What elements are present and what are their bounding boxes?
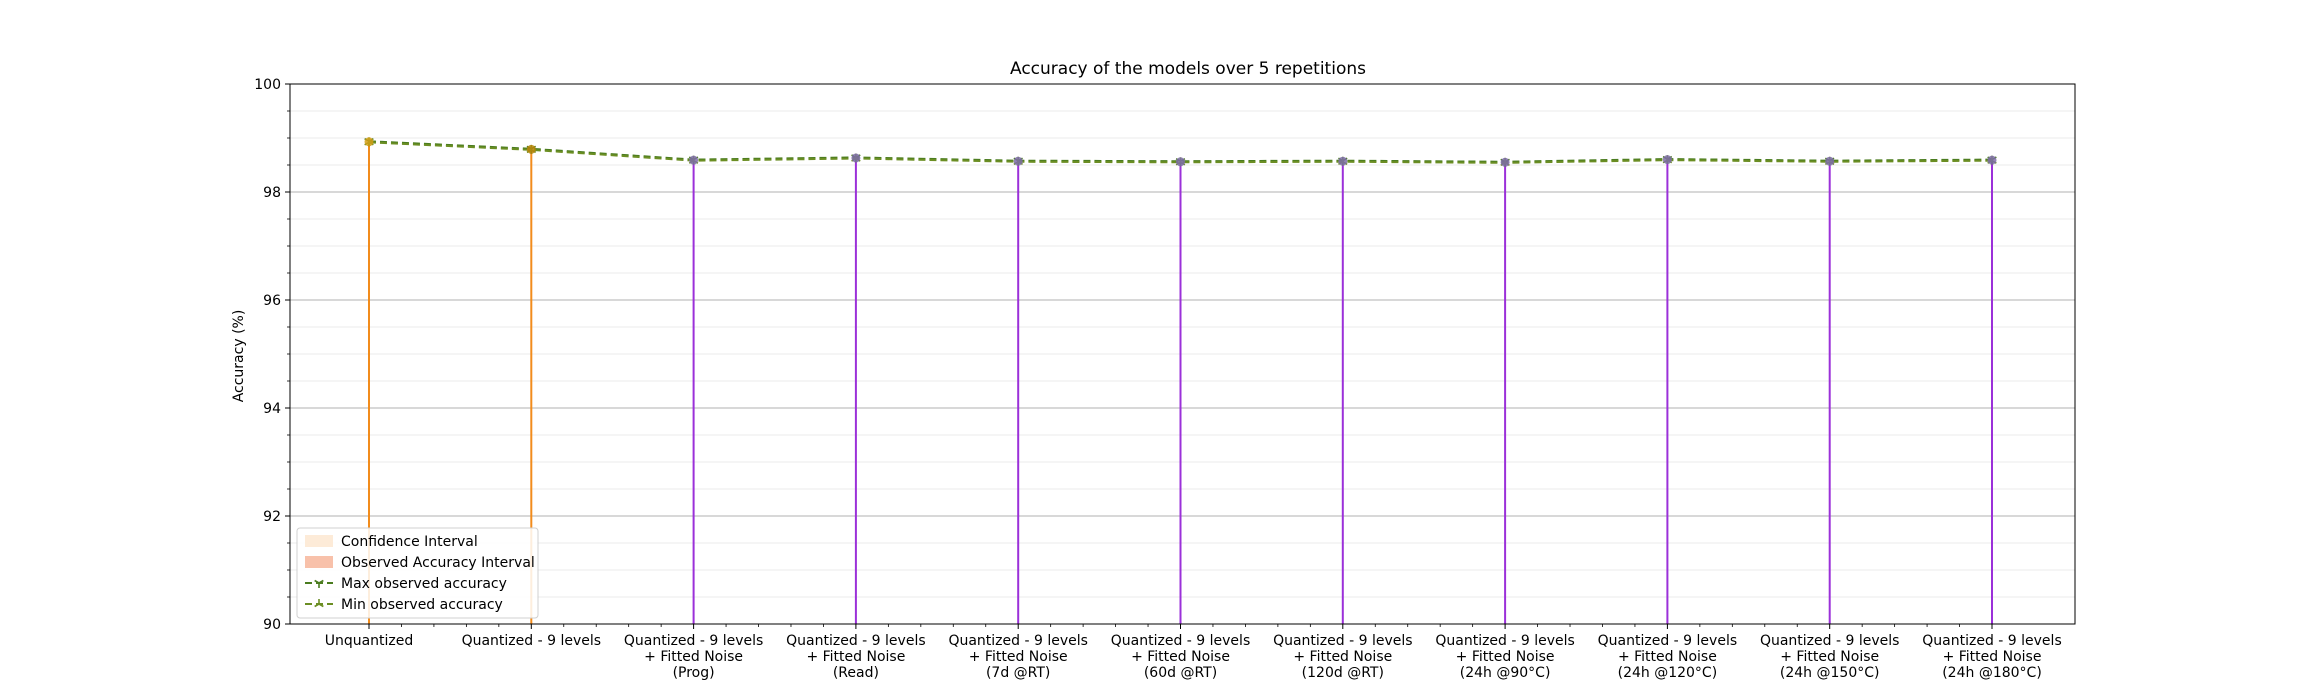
x-tick-label: Unquantized [325, 633, 414, 649]
x-tick-label: Quantized - 9 levels + Fitted Noise (Prog) [624, 633, 763, 681]
y-tick-label: 92 [263, 509, 281, 525]
mean-marker [1825, 156, 1835, 166]
y-tick-label: 98 [263, 185, 281, 201]
y-axis-label: Accuracy (%) [231, 310, 247, 403]
mean-marker [851, 153, 861, 163]
mean-marker [689, 155, 699, 165]
mean-marker [1662, 155, 1672, 165]
x-tick-label: Quantized - 9 levels + Fitted Noise (24h @… [1598, 633, 1737, 681]
y-tick-label: 90 [263, 617, 281, 633]
mean-marker [1500, 157, 1510, 167]
x-tick-label: Quantized - 9 levels + Fitted Noise (24h @… [1760, 633, 1899, 681]
mean-marker [1987, 155, 1997, 165]
mean-marker [1013, 156, 1023, 166]
legend-box [296, 527, 539, 619]
chart-title: Accuracy of the models over 5 repetition… [1010, 59, 1366, 79]
legend-swatch [305, 556, 333, 568]
x-tick-label: Quantized - 9 levels + Fitted Noise (60d @… [1111, 633, 1250, 681]
x-tick-label: Quantized - 9 levels + Fitted Noise (24h @… [1435, 633, 1574, 681]
legend: Confidence Interval Observed Accuracy Int… [296, 527, 539, 619]
mean-marker [1176, 157, 1185, 167]
x-tick-label: Quantized - 9 levels + Fitted Noise (7d @R… [948, 633, 1087, 681]
stems-layer [368, 141, 1993, 624]
y-tick-label: 94 [263, 401, 281, 417]
x-tick-label: Quantized - 9 levels + Fitted Noise (Read) [786, 633, 925, 681]
legend-item: Max observed accuracy [305, 576, 507, 592]
legend-swatch [305, 535, 333, 547]
x-tick-label: Quantized - 9 levels + Fitted Noise (120d … [1273, 633, 1412, 681]
mean-marker [1338, 156, 1348, 166]
mean-marker [364, 137, 374, 147]
series-layer [364, 137, 1997, 167]
series-line [368, 140, 1993, 163]
x-tick-label: Quantized - 9 levels + Fitted Noise (24h @… [1922, 633, 2061, 681]
legend-item: Min observed accuracy [305, 597, 503, 613]
legend-label: Min observed accuracy [341, 597, 503, 613]
axes-layer: 90 92 94 96 98 100 Unquantized Quantized - 9 le… [254, 77, 2076, 681]
legend-label: Observed Accuracy Interval [341, 555, 535, 571]
x-tick-label: Quantized - 9 levels [462, 633, 601, 649]
y-tick-label: 96 [263, 293, 281, 309]
legend-item: Confidence Interval [305, 534, 478, 550]
legend-label: Max observed accuracy [341, 576, 507, 592]
y-tick-label: 100 [254, 77, 281, 93]
legend-label: Confidence Interval [341, 534, 478, 550]
grid-layer [290, 110, 2075, 598]
mean-marker [526, 144, 536, 154]
series-line [368, 141, 1993, 164]
legend-item: Observed Accuracy Interval [305, 555, 535, 571]
